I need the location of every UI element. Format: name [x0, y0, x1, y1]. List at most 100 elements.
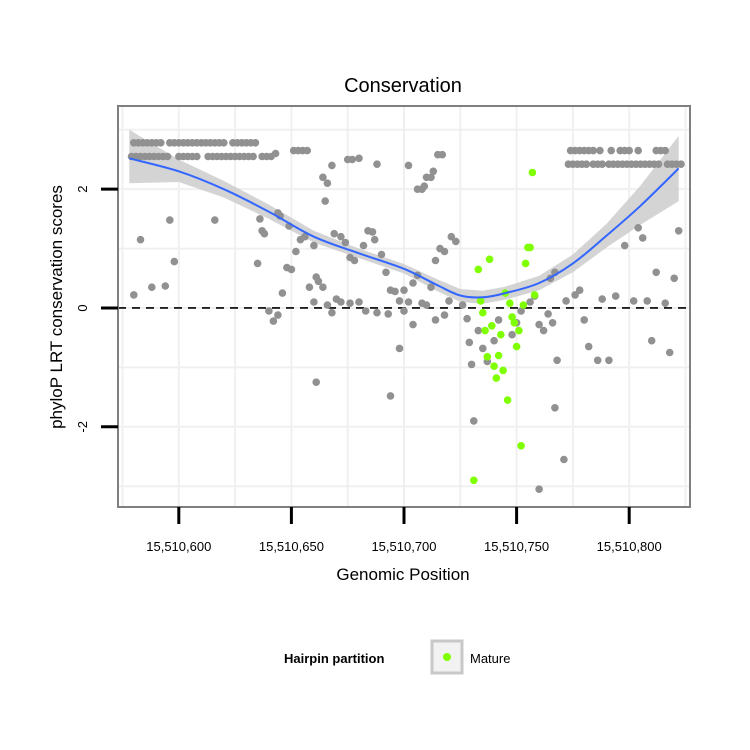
point-other [575, 286, 584, 295]
point-other [598, 295, 606, 303]
point-other [474, 326, 483, 335]
point-other [596, 146, 604, 155]
point-mature [521, 259, 530, 268]
point-other [571, 291, 579, 299]
point-other [278, 289, 287, 297]
point-other [310, 298, 318, 306]
point-other [661, 299, 669, 308]
point-other [517, 307, 525, 315]
point-mature [490, 362, 498, 371]
point-other [429, 167, 438, 176]
point-other [582, 160, 591, 168]
point-mature [510, 319, 519, 327]
point-other [384, 310, 393, 318]
point-other [490, 336, 498, 345]
point-other [314, 277, 323, 286]
x-tick-label: 15,510,650 [259, 539, 324, 554]
point-other [271, 149, 280, 158]
point-other [211, 216, 219, 224]
point-other [452, 237, 460, 246]
y-axis-title: phyloP LRT conservation scores [47, 185, 66, 429]
point-other [157, 139, 165, 147]
point-mature [497, 330, 505, 339]
point-other [323, 301, 332, 309]
point-other [312, 378, 321, 387]
point-other [303, 146, 312, 155]
point-mature [519, 301, 528, 309]
point-other [670, 274, 678, 283]
point-other [652, 268, 660, 277]
point-other [400, 307, 408, 315]
point-other [193, 152, 201, 161]
point-other [467, 360, 476, 369]
point-other [136, 235, 145, 244]
point-other [382, 268, 390, 277]
point-other [269, 317, 278, 325]
legend-title: Hairpin partition [284, 651, 384, 666]
point-other [438, 150, 447, 159]
point-other [287, 265, 296, 274]
point-other [560, 455, 568, 464]
point-other [321, 197, 330, 205]
point-other [535, 320, 543, 329]
point-other [638, 234, 647, 242]
point-other [253, 259, 262, 268]
point-mature [488, 322, 496, 330]
point-other [373, 308, 381, 317]
chart-title: Conservation [344, 75, 462, 97]
point-other [634, 146, 642, 155]
point-other [249, 152, 257, 161]
point-other [589, 146, 597, 155]
point-other [535, 485, 543, 494]
point-mature [506, 299, 514, 308]
point-other [458, 301, 467, 309]
plot-panel [117, 105, 691, 508]
point-mature [481, 326, 489, 335]
point-other [611, 292, 620, 300]
point-mature [503, 396, 512, 404]
point-mature [492, 374, 501, 382]
point-other [220, 139, 228, 147]
point-other [634, 224, 642, 232]
point-other [440, 311, 449, 319]
point-other [274, 311, 282, 319]
point-other [163, 152, 172, 161]
point-other [377, 250, 386, 259]
point-mature [528, 168, 537, 177]
point-other [580, 316, 588, 324]
point-other [359, 241, 368, 250]
point-other [305, 283, 314, 292]
point-other [368, 228, 377, 236]
point-other [431, 316, 440, 324]
x-tick-label: 15,510,750 [484, 539, 549, 554]
x-axis: 15,510,600 15,510,650 15,510,700 15,510,750… [146, 507, 662, 554]
point-other [391, 287, 399, 296]
point-other [553, 356, 561, 365]
point-other [404, 161, 413, 170]
y-axis: -2 0 2 [75, 186, 118, 433]
point-other [260, 229, 269, 238]
legend-key-mature [443, 653, 451, 661]
point-mature [530, 291, 539, 299]
y-tick-label: -2 [75, 421, 90, 433]
point-other [551, 404, 559, 412]
point-other [400, 286, 408, 295]
point-other [593, 356, 602, 365]
point-mature [499, 366, 507, 375]
point-other [328, 161, 336, 170]
point-other [465, 338, 474, 347]
point-other [337, 232, 345, 241]
point-mature [512, 342, 521, 351]
point-other [665, 348, 674, 357]
x-axis-title: Genomic Position [336, 565, 469, 584]
point-other [447, 232, 456, 241]
point-other [350, 256, 359, 265]
point-mature [470, 476, 478, 485]
smooth-line [129, 157, 680, 299]
point-other [625, 146, 633, 155]
point-other [647, 336, 656, 345]
point-other [395, 344, 404, 353]
point-other [370, 235, 379, 244]
point-other [620, 241, 629, 250]
point-other [463, 314, 471, 323]
